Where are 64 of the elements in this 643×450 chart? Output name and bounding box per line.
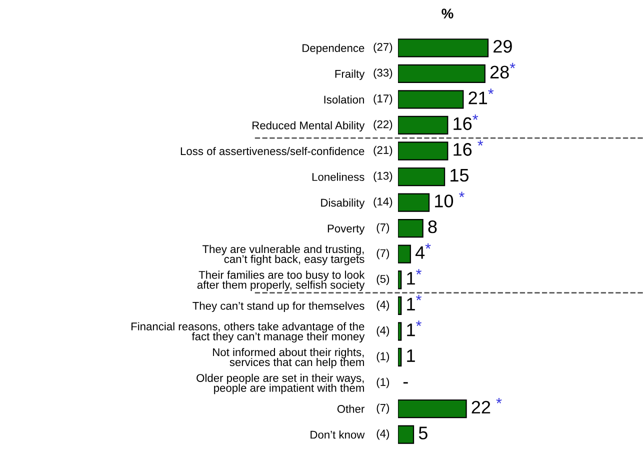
data-label: 16* (454, 114, 478, 130)
text: (13) (374, 172, 392, 182)
data-label: 15 (450, 169, 469, 182)
y-tick-label: Dependence (302, 44, 364, 54)
text: (1) (376, 378, 390, 388)
y-tick-label: Their families are too busy to look after them properly, selfish society (197, 270, 365, 291)
data-label: 10 * (435, 192, 464, 208)
text: (7) (376, 404, 390, 414)
bar (398, 348, 402, 367)
bar (398, 425, 414, 444)
data-label: 21* (468, 88, 494, 104)
y-tick-label: Frailty (335, 70, 365, 80)
bar (398, 244, 411, 264)
y-tick-label: Not informed about their rights, services that can help them (213, 348, 364, 368)
text: (21) (374, 146, 392, 156)
y-tick-label: They can’t stand up for themselves (192, 302, 364, 312)
y-tick-label: Don’t know (310, 430, 365, 439)
text: (14) (374, 197, 392, 208)
y-tick-label: Financial reasons, others take advantage of the fact they can’t manage their money (132, 322, 365, 343)
text: (4) (376, 429, 390, 440)
bar (398, 322, 402, 341)
data-label: 1* (407, 269, 422, 285)
bar (398, 142, 448, 160)
bar (398, 296, 402, 315)
text: (7) (376, 248, 390, 260)
bar (398, 116, 448, 135)
data-label: 29 (494, 40, 512, 53)
data-label: 1* (407, 320, 422, 336)
data-label: 16 * (454, 140, 484, 156)
text: (22) (374, 120, 392, 130)
text: (33) (374, 68, 392, 79)
bar (398, 399, 467, 418)
bar (398, 38, 489, 58)
y-tick-label: Disability (321, 198, 365, 209)
data-label: - (403, 382, 408, 384)
data-label: 1 (407, 349, 415, 362)
y-tick-label: Loss of assertiveness/self-confidence (180, 146, 364, 156)
text: (27) (374, 42, 392, 54)
data-label: 5 (418, 426, 428, 440)
text: (4) (376, 300, 390, 311)
y-tick-label: Older people are set in their ways, people are impatient with them (196, 374, 364, 394)
text: (17) (374, 94, 392, 105)
bar (398, 193, 430, 212)
data-label: 8 (428, 220, 437, 234)
y-tick-label: They are vulnerable and trusting, can’t fight back, easy targets (202, 244, 364, 266)
y-tick-label: Other (337, 404, 364, 413)
data-label: 1* (407, 294, 422, 310)
bar (398, 90, 464, 109)
bar (398, 64, 486, 83)
y-tick-label: Isolation (324, 95, 364, 104)
text: (1) (376, 352, 390, 362)
data-label: 4* (415, 243, 431, 259)
text: (7) (376, 223, 390, 234)
y-tick-label: Poverty (328, 224, 365, 235)
bar (398, 270, 402, 290)
bar (398, 219, 424, 238)
y-tick-label: Loneliness (312, 172, 364, 181)
text: (4) (376, 326, 390, 337)
data-label: 22 * (472, 398, 502, 414)
chart-title: % (442, 8, 454, 18)
y-tick-label: Reduced Mental Ability (252, 121, 365, 132)
text: (5) (376, 274, 390, 286)
bar (398, 167, 446, 186)
data-label: 28* (490, 62, 516, 79)
